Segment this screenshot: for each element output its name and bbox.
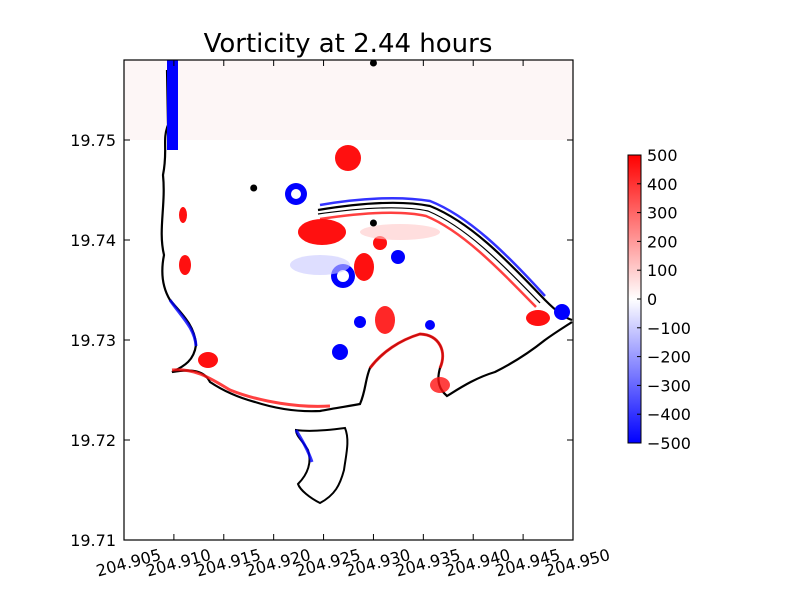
colorbar-tick-label: 500 [647,146,678,165]
colorbar-tick-label: 0 [647,290,657,309]
colorbar-tick-label: −200 [647,348,691,367]
y-tick-label: 19.73 [70,331,116,350]
colorbar-tick-label: 400 [647,175,678,194]
colorbar-tick-label: −400 [647,405,691,424]
coastline [160,69,573,413]
colorbar-tick-label: 200 [647,232,678,251]
colorbar-tick-label: −100 [647,319,691,338]
station-marker [250,184,258,192]
y-tick-label: 19.75 [70,131,116,150]
vorticity-features [167,60,570,393]
y-tick-label: 19.71 [70,531,116,550]
plot-area [124,60,573,540]
colorbar-tick-label: −500 [647,434,691,453]
x-axis-ticks: 204.905204.910204.915204.920204.925204.9… [94,60,612,580]
y-axis-ticks: 19.71 19.72 19.73 19.74 19.75 [70,131,573,550]
colorbar: 500 400 300 200 100 0 −100 −200 −300 −400 −500 [627,146,691,453]
y-tick-label: 19.72 [70,431,116,450]
colorbar-ticks: 500 400 300 200 100 0 −100 −200 −300 −400 −500 [637,146,691,453]
station-marker [369,219,377,227]
colorbar-tick-label: 100 [647,261,678,280]
colorbar-tick-label: 300 [647,204,678,223]
left-boundary-negative [167,60,178,150]
chart-title: Vorticity at 2.44 hours [204,29,493,59]
station-markers [250,60,377,227]
y-tick-label: 19.74 [70,231,116,250]
colorbar-tick-label: −300 [647,376,691,395]
plot-frame [123,59,574,541]
